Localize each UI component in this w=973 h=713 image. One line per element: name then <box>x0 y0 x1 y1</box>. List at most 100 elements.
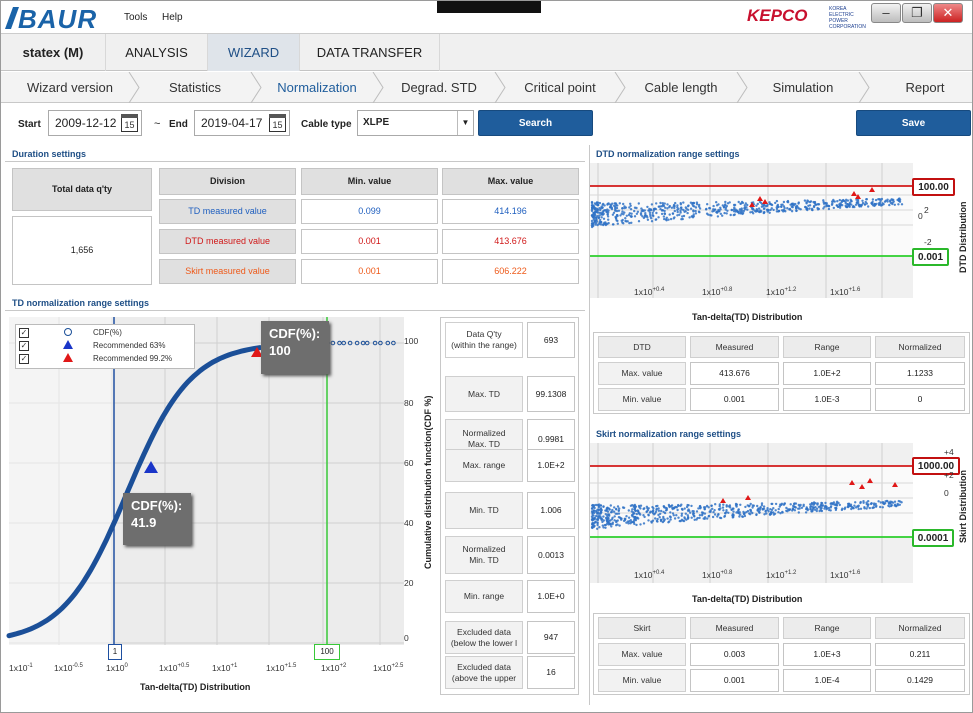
step-cable-length[interactable]: Cable length <box>644 80 718 95</box>
menu-tools[interactable]: Tools <box>124 12 148 23</box>
x-tick: 1x10+1.2 <box>766 570 796 580</box>
data-point <box>806 199 809 202</box>
data-point <box>635 523 638 527</box>
end-date-field[interactable]: 2019-04-17 15 <box>194 110 290 136</box>
data-point <box>603 209 606 212</box>
data-point <box>772 511 775 514</box>
data-point <box>763 207 766 210</box>
tab-wizard[interactable]: WIZARD <box>208 34 300 71</box>
minimize-button[interactable]: – <box>871 3 901 23</box>
step-simulation[interactable]: Simulation <box>772 80 834 95</box>
data-point <box>891 202 894 206</box>
step-wizard-version[interactable]: Wizard version <box>27 80 113 95</box>
data-point <box>651 510 654 513</box>
title-bar: BAUR Tools Help KEPCO KOREA ELECTRIC POW… <box>1 1 972 34</box>
dtd-lower-badge[interactable]: 0.001 <box>912 248 949 266</box>
data-point <box>629 519 632 522</box>
dtd-scatter-chart[interactable] <box>590 163 973 323</box>
data-point <box>594 503 598 507</box>
save-button[interactable]: Save <box>856 110 971 136</box>
data-point <box>881 506 884 509</box>
data-point <box>719 206 722 209</box>
skirt-upper-badge[interactable]: 1000.00 <box>912 457 960 475</box>
data-point <box>804 511 808 514</box>
tick-base: 1x10 <box>54 663 73 673</box>
data-point <box>877 203 881 207</box>
data-point <box>809 505 813 508</box>
data-point <box>884 500 887 503</box>
data-point <box>763 513 766 516</box>
data-point <box>694 206 698 209</box>
data-point <box>768 211 771 214</box>
data-point <box>879 501 882 504</box>
data-point <box>669 518 672 521</box>
td-cdf-chart[interactable] <box>5 313 437 698</box>
data-point <box>685 505 689 509</box>
td-x-tick: 1x10+0.5 <box>159 663 189 673</box>
checkbox-icon[interactable]: ✓ <box>19 354 29 364</box>
tab-analysis[interactable]: ANALYSIS <box>106 34 208 71</box>
step-normalization[interactable]: Normalization <box>277 80 357 95</box>
data-point <box>591 526 594 530</box>
step-report[interactable]: Report <box>905 80 945 95</box>
calendar-icon[interactable]: 15 <box>121 114 138 132</box>
upper-range-handle[interactable]: 100 <box>314 644 340 660</box>
start-date-field[interactable]: 2009-12-12 15 <box>48 110 142 136</box>
data-point <box>600 205 603 208</box>
cable-type-select[interactable]: XLPE ▼ <box>357 110 474 136</box>
data-point <box>898 197 901 200</box>
recommended-992-marker <box>251 347 263 357</box>
search-button[interactable]: Search <box>478 110 593 136</box>
data-point <box>883 200 887 203</box>
data-point <box>712 511 715 514</box>
step-critical-point[interactable]: Critical point <box>524 80 596 95</box>
data-point <box>669 511 672 514</box>
menu-help[interactable]: Help <box>162 12 183 23</box>
data-point <box>649 209 653 212</box>
skirt-chart-panel: 1000.00 0.0001 +4 +2 0 Skirt Distributio… <box>590 443 973 606</box>
data-point <box>738 515 741 518</box>
date-separator: ~ <box>154 118 161 130</box>
data-point <box>599 512 602 515</box>
data-point <box>642 514 645 517</box>
data-point <box>709 509 712 512</box>
data-point <box>652 209 655 212</box>
data-point <box>599 208 602 212</box>
dtd-upper-badge[interactable]: 100.00 <box>912 178 955 196</box>
data-point <box>759 506 762 509</box>
table-cell: 0.003 <box>690 643 779 666</box>
data-point <box>636 210 640 213</box>
data-point <box>690 516 693 519</box>
checkbox-icon[interactable]: ✓ <box>19 328 29 338</box>
lower-range-handle[interactable]: 1 <box>108 644 122 660</box>
restore-button[interactable]: ❐ <box>902 3 932 23</box>
data-point <box>692 512 695 515</box>
skirt-scatter-chart[interactable] <box>590 443 973 606</box>
data-point <box>655 211 658 215</box>
data-point <box>590 510 594 513</box>
data-point <box>650 217 653 220</box>
skirt-lower-badge[interactable]: 0.0001 <box>912 529 954 547</box>
step-degrad-std[interactable]: Degrad. STD <box>401 80 477 95</box>
tick-exp: +0.4 <box>652 570 665 577</box>
red-marker <box>720 498 726 503</box>
tab-statex[interactable]: statex (M) <box>1 34 106 71</box>
step-statistics[interactable]: Statistics <box>168 80 221 95</box>
close-button[interactable]: ✕ <box>933 3 963 23</box>
x-tick: 1x10+1.2 <box>766 287 796 297</box>
data-point <box>596 523 599 527</box>
checkbox-icon[interactable]: ✓ <box>19 341 29 351</box>
tab-data-transfer[interactable]: DATA TRANSFER <box>300 34 440 71</box>
data-point <box>647 519 650 522</box>
calendar-icon[interactable]: 15 <box>269 114 286 132</box>
data-point <box>673 517 677 520</box>
data-point <box>652 214 655 218</box>
data-point <box>663 212 666 215</box>
data-point <box>612 211 616 214</box>
data-point <box>763 203 766 207</box>
data-point <box>664 509 668 512</box>
data-point <box>621 210 624 213</box>
data-point <box>859 507 863 510</box>
data-point <box>691 202 694 205</box>
data-point <box>675 514 678 517</box>
